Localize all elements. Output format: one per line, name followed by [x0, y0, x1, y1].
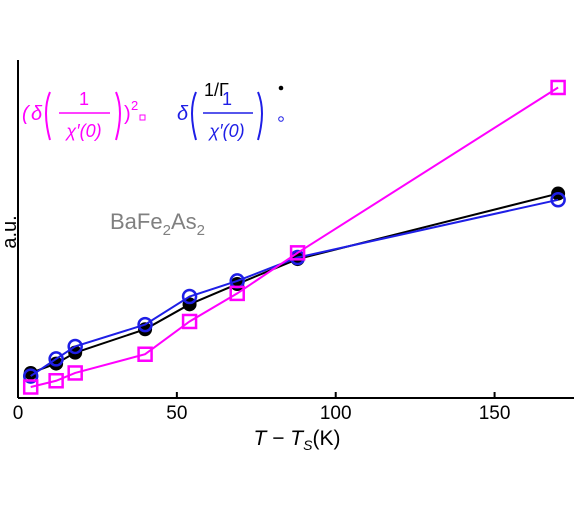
plot-area: [22, 79, 566, 395]
data-point: [137, 316, 153, 333]
x-label-t: T: [254, 427, 269, 450]
legend-magenta-bracket-right: [115, 91, 121, 141]
legend-magenta-paren-close: ): [124, 103, 131, 125]
legend-black: 1/Γ: [204, 80, 284, 100]
legend-blue: δ 1 χ′(0): [177, 89, 284, 141]
data-point: [22, 368, 39, 384]
data-point: [550, 79, 566, 96]
legend-magenta-denominator: χ′(0): [64, 121, 101, 141]
annotation-sub2: 2: [197, 222, 205, 239]
legend-blue-bracket-left: [191, 91, 197, 141]
data-point: [181, 313, 198, 330]
data-point: [289, 245, 306, 261]
data-point: [48, 351, 64, 367]
series-2: [22, 79, 566, 395]
legend-magenta-delta: δ: [31, 103, 43, 125]
legend-blue-bracket-right: [257, 91, 263, 141]
legend-magenta-exponent: 2: [131, 98, 138, 113]
legend-black-label: 1/Γ: [204, 80, 229, 100]
legend-magenta-paren-open: (: [22, 103, 31, 125]
x-tick-label: 150: [479, 403, 511, 424]
legend-magenta-marker: [139, 114, 146, 121]
x-tick-label: 50: [166, 403, 187, 424]
legend-blue-delta: δ: [177, 103, 189, 125]
series-1: [22, 192, 566, 384]
x-ticks: 0 50 100 150: [13, 392, 511, 424]
legend-magenta-bracket-left: [45, 91, 51, 141]
annotation-mid: As: [171, 209, 197, 234]
legend-blue-marker: [278, 116, 284, 122]
data-point: [137, 346, 153, 362]
data-point: [67, 338, 83, 355]
legend-magenta: ( δ 1 χ′(0) ) 2: [22, 89, 146, 141]
data-point: [48, 373, 64, 389]
annotation-main: BaFe: [110, 209, 163, 234]
compound-annotation: BaFe2As2: [110, 209, 205, 239]
data-point: [22, 379, 39, 395]
legend-magenta-numerator: 1: [79, 89, 89, 109]
x-axis-label: T − TS(K): [254, 427, 341, 453]
x-label-sub: S: [303, 437, 313, 453]
data-point: [229, 285, 245, 302]
annotation-sub1: 2: [163, 222, 171, 239]
data-point: [181, 288, 198, 305]
x-label-ts: T: [290, 427, 305, 450]
legend-blue-numerator: 1: [222, 89, 232, 109]
data-point: [67, 365, 83, 381]
x-tick-label: 100: [320, 403, 352, 424]
series-line: [30, 198, 559, 377]
x-label-minus: −: [266, 427, 290, 450]
data-point: [550, 192, 566, 208]
legend-blue-denominator: χ′(0): [207, 121, 244, 141]
series-line: [30, 86, 559, 388]
x-label-unit: (K): [312, 427, 340, 450]
legend-black-marker: [278, 85, 284, 91]
y-axis-label: a.u.: [0, 215, 21, 248]
x-tick-label: 0: [13, 403, 24, 424]
